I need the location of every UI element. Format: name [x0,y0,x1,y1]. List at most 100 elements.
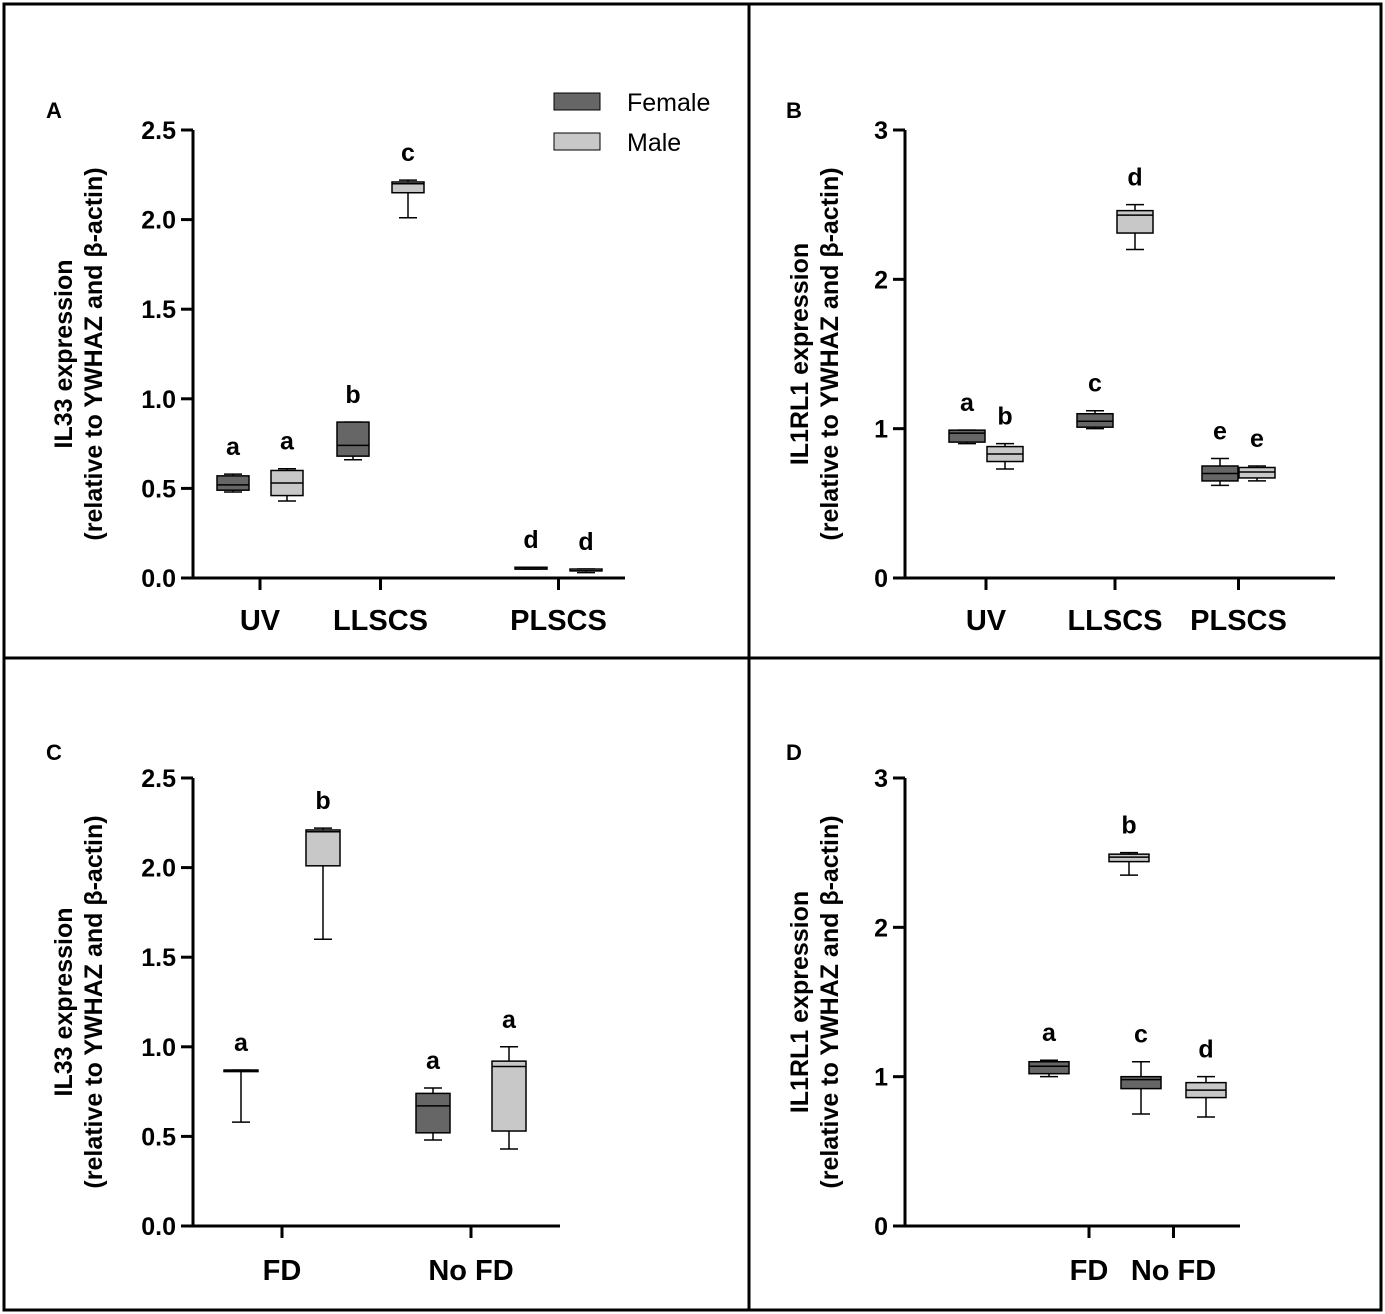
box-female-no-fd: a [415,1047,451,1141]
y-tick-label: 1.0 [141,1034,176,1062]
significance-letter: c [401,139,415,167]
box-body [1120,1075,1162,1090]
panel-letter-d: D [786,740,802,765]
y-tick-label: 0.5 [141,1123,176,1151]
significance-letter: d [1198,1036,1213,1064]
significance-letter: a [1042,1019,1057,1047]
y-tick-label: 2 [874,266,888,294]
significance-letter: e [1213,418,1227,446]
significance-letter: d [578,528,593,556]
y-axis-title: IL33 expression [50,260,78,449]
x-tick-label: PLSCS [510,605,607,637]
panel-d-frame [747,656,1383,1312]
x-tick-label: UV [966,605,1007,637]
box-female-fd: a [1028,1019,1070,1078]
box-male-plscs: e [1238,425,1276,482]
y-tick-label: 3 [874,117,888,145]
legend-label-female: Female [627,89,710,117]
y-axis-subtitle: (relative to YWHAZ and β-actin) [816,167,844,540]
box-male-llscs: d [1116,164,1154,251]
significance-letter: a [280,428,295,456]
box-body [1028,1060,1070,1075]
box-female-llscs: b [336,381,370,461]
panel-c-frame [2,656,751,1312]
box-female-plscs: d [514,526,548,570]
legend-swatch-male [553,132,601,151]
y-tick-label: 1 [874,1064,888,1092]
box-body [415,1092,451,1134]
panel-letter-c: C [46,740,62,765]
significance-letter: b [1121,812,1136,840]
y-tick-label: 0.0 [141,565,176,593]
y-tick-label: 0.0 [141,1213,176,1241]
significance-letter: e [1250,425,1264,453]
legend: Female Male [553,89,710,157]
box-body [305,829,341,867]
panel-c-chart: IL33 expression (relative to YWHAZ and β-… [50,765,560,1287]
y-axis-title: IL1RL1 expression [786,891,814,1113]
significance-letter: b [345,381,360,409]
panel-letter-b: B [786,98,802,123]
x-tick-label: No FD [428,1255,513,1287]
y-tick-label: 0 [874,565,888,593]
box-body [491,1060,527,1132]
significance-letter: a [960,389,975,417]
y-tick-label: 1.0 [141,386,176,414]
y-tick-label: 2 [874,914,888,942]
panel-a-chart: IL33 expression (relative to YWHAZ and β-… [50,117,625,637]
significance-letter: c [1134,1021,1148,1049]
y-tick-label: 3 [874,765,888,793]
significance-letter: a [226,433,241,461]
panel-b-chart: IL1RL1 expression (relative to YWHAZ and … [786,117,1335,637]
box-body [391,181,425,194]
y-axis-title: IL1RL1 expression [786,243,814,465]
box-male-fd: b [305,787,341,941]
box-female-no-fd: c [1120,1021,1162,1115]
y-tick-label: 2.0 [141,855,176,883]
legend-swatch-female [553,92,601,111]
significance-letter: b [315,787,330,815]
box-male-uv: a [270,428,304,502]
box-male-plscs: d [569,528,603,574]
x-tick-label: UV [240,605,281,637]
y-tick-label: 0 [874,1213,888,1241]
significance-letter: a [502,1006,517,1034]
box-female-llscs: c [1076,370,1114,430]
box-female-plscs: e [1201,418,1239,487]
y-tick-label: 2.5 [141,765,176,793]
significance-letter: a [426,1047,441,1075]
y-tick-label: 1.5 [141,296,176,324]
significance-letter: a [234,1029,249,1057]
x-tick-label: No FD [1131,1255,1216,1287]
x-tick-label: FD [263,1255,302,1287]
y-tick-label: 1 [874,416,888,444]
box-male-fd: b [1108,812,1150,876]
box-body [336,421,370,457]
significance-letter: b [997,403,1012,431]
box-body [1116,209,1154,234]
y-tick-label: 2.0 [141,207,176,235]
y-tick-label: 1.5 [141,944,176,972]
y-axis-subtitle: (relative to YWHAZ and β-actin) [80,815,108,1188]
x-tick-label: LLSCS [1067,605,1162,637]
y-axis-title: IL33 expression [50,908,78,1097]
panel-d-chart: IL1RL1 expression (relative to YWHAZ and … [786,765,1240,1287]
box-male-llscs: c [391,139,425,219]
x-tick-label: FD [1070,1255,1109,1287]
box-body [948,429,986,443]
y-tick-label: 0.5 [141,475,176,503]
significance-letter: d [1127,164,1142,192]
significance-letter: c [1088,370,1102,398]
y-tick-label: 2.5 [141,117,176,145]
box-body [216,475,250,491]
box-female-uv: a [948,389,986,445]
x-tick-label: LLSCS [333,605,428,637]
box-male-uv: b [986,403,1024,470]
y-axis-subtitle: (relative to YWHAZ and β-actin) [816,815,844,1188]
box-female-uv: a [216,433,250,493]
box-male-no-fd: d [1185,1036,1227,1118]
box-female-fd: a [223,1029,259,1123]
box-male-no-fd: a [491,1006,527,1150]
y-axis-subtitle: (relative to YWHAZ and β-actin) [80,167,108,540]
